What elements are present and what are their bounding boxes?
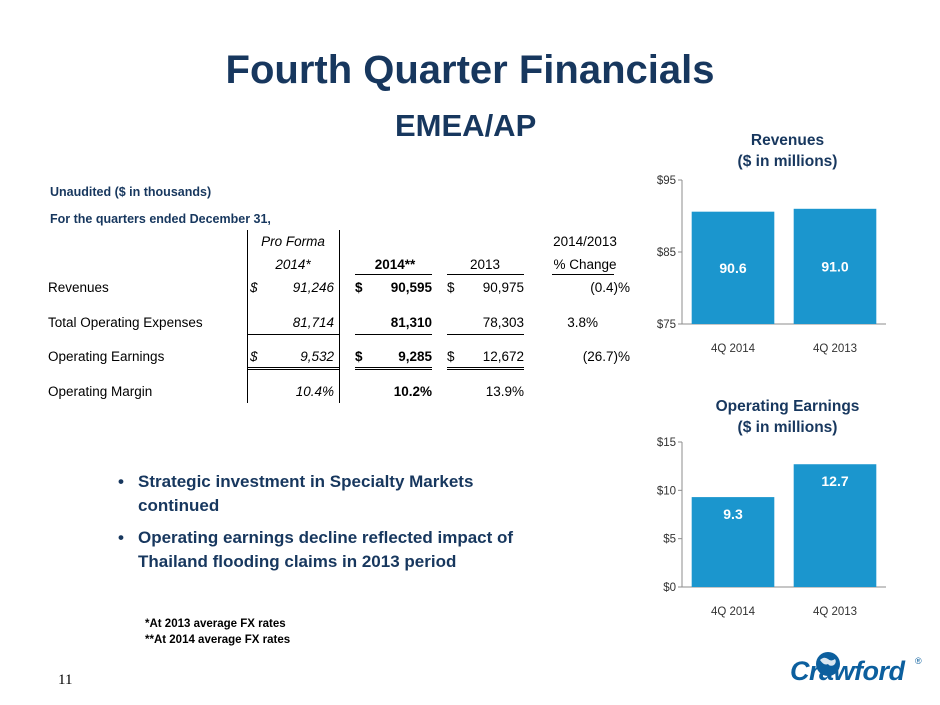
quarters-note: For the quarters ended December 31, — [50, 212, 271, 226]
y-tick-label: $5 — [663, 534, 676, 546]
bar — [691, 211, 775, 324]
cell-pro-forma: 10.4% — [295, 384, 334, 399]
row-underline — [355, 334, 432, 335]
y-tick-label: $15 — [657, 437, 676, 449]
y-tick-label: $0 — [663, 582, 676, 594]
cell-change: 3.8% — [567, 315, 598, 330]
page-number: 11 — [58, 672, 73, 688]
x-tick-label: 4Q 2013 — [813, 343, 857, 355]
y-tick-label: $95 — [657, 175, 676, 187]
y-tick-label: $75 — [657, 319, 676, 331]
bar — [691, 497, 775, 587]
y-tick-label: $10 — [657, 485, 676, 497]
pro-forma-left-border — [247, 230, 248, 403]
header-2013-underline — [447, 274, 524, 275]
cell-2014: 90,595 — [390, 280, 432, 295]
cell-dollar: $ — [355, 349, 363, 364]
footnote-2014-fx: **At 2014 average FX rates — [145, 634, 291, 646]
row-underline — [248, 334, 339, 335]
row-double-underline — [447, 367, 524, 370]
bar — [793, 464, 877, 587]
logo-text: Crawford — [790, 656, 905, 686]
globe-logo-icon — [816, 652, 840, 676]
cell-2014: 81,310 — [390, 315, 432, 330]
y-tick-label: $85 — [657, 247, 676, 259]
footnote-2013-fx: *At 2013 average FX rates — [145, 618, 286, 630]
page-subtitle: EMEA/AP — [395, 108, 537, 143]
data-label: 90.6 — [719, 260, 746, 276]
header-change-top: 2014/2013 — [553, 234, 617, 249]
cell-2013: 12,672 — [482, 349, 524, 364]
revenues-chart-title: Revenues ($ in millions) — [737, 132, 838, 170]
data-label: 9.3 — [723, 506, 743, 522]
header-2014-underline — [355, 274, 432, 275]
cell-pro-forma: 9,532 — [300, 349, 334, 364]
revenues-chart: $75 $85 $95 90.6 4Q 2014 91.0 4Q 2013 — [657, 175, 886, 355]
operating-earnings-chart-title: Operating Earnings ($ in millions) — [715, 398, 860, 436]
cell-2014: 9,285 — [398, 349, 432, 364]
row-double-underline — [355, 367, 432, 370]
data-label: 12.7 — [821, 473, 848, 489]
logo-registered: ® — [915, 656, 922, 666]
bullet-item: • Strategic investment in Specialty Marke… — [118, 472, 474, 515]
cell-dollar: $ — [355, 280, 363, 295]
cell-dollar: $ — [250, 280, 258, 295]
cell-2013: 78,303 — [482, 315, 524, 330]
page-title: Fourth Quarter Financials — [225, 48, 715, 92]
row-label-total-operating-expenses: Total Operating Expenses — [48, 315, 203, 330]
unaudited-note: Unaudited ($ in thousands) — [50, 185, 212, 199]
cell-2013: 90,975 — [482, 280, 524, 295]
crawford-logo: Crawford ® — [790, 650, 925, 686]
bullet-dot-icon: • — [118, 528, 124, 547]
header-2014: 2014** — [374, 257, 416, 272]
cell-dollar: $ — [447, 349, 455, 364]
pro-forma-right-border — [339, 230, 340, 403]
cell-change: (0.4)% — [590, 280, 630, 295]
header-pro-forma: Pro Forma — [261, 234, 325, 249]
cell-2014: 10.2% — [393, 384, 432, 399]
cell-dollar: $ — [250, 349, 258, 364]
bullet-dot-icon: • — [118, 472, 124, 491]
cell-pro-forma: 91,246 — [292, 280, 334, 295]
bar — [793, 208, 877, 324]
cell-change: (26.7)% — [582, 349, 630, 364]
bullet-item: • Operating earnings decline reflected im… — [118, 528, 514, 571]
row-label-operating-earnings: Operating Earnings — [48, 349, 165, 364]
row-underline — [447, 334, 524, 335]
row-label-operating-margin: Operating Margin — [48, 384, 153, 399]
cell-pro-forma: 81,714 — [292, 315, 334, 330]
header-change-underline — [552, 274, 614, 275]
x-tick-label: 4Q 2013 — [813, 606, 857, 618]
bullet-list: • Strategic investment in Specialty Marke… — [118, 470, 558, 582]
x-tick-label: 4Q 2014 — [711, 606, 756, 618]
cell-dollar: $ — [447, 280, 455, 295]
header-pct-change: % Change — [553, 257, 617, 272]
header-2014-pro-forma: 2014* — [275, 257, 311, 272]
data-label: 91.0 — [821, 258, 848, 274]
row-double-underline — [248, 367, 339, 370]
row-label-revenues: Revenues — [48, 280, 109, 295]
header-2013: 2013 — [469, 257, 501, 272]
x-tick-label: 4Q 2014 — [711, 343, 756, 355]
cell-2013: 13.9% — [485, 384, 524, 399]
operating-earnings-chart: $0 $5 $10 $15 9.3 4Q 2014 12.7 4Q 2013 — [657, 437, 886, 618]
